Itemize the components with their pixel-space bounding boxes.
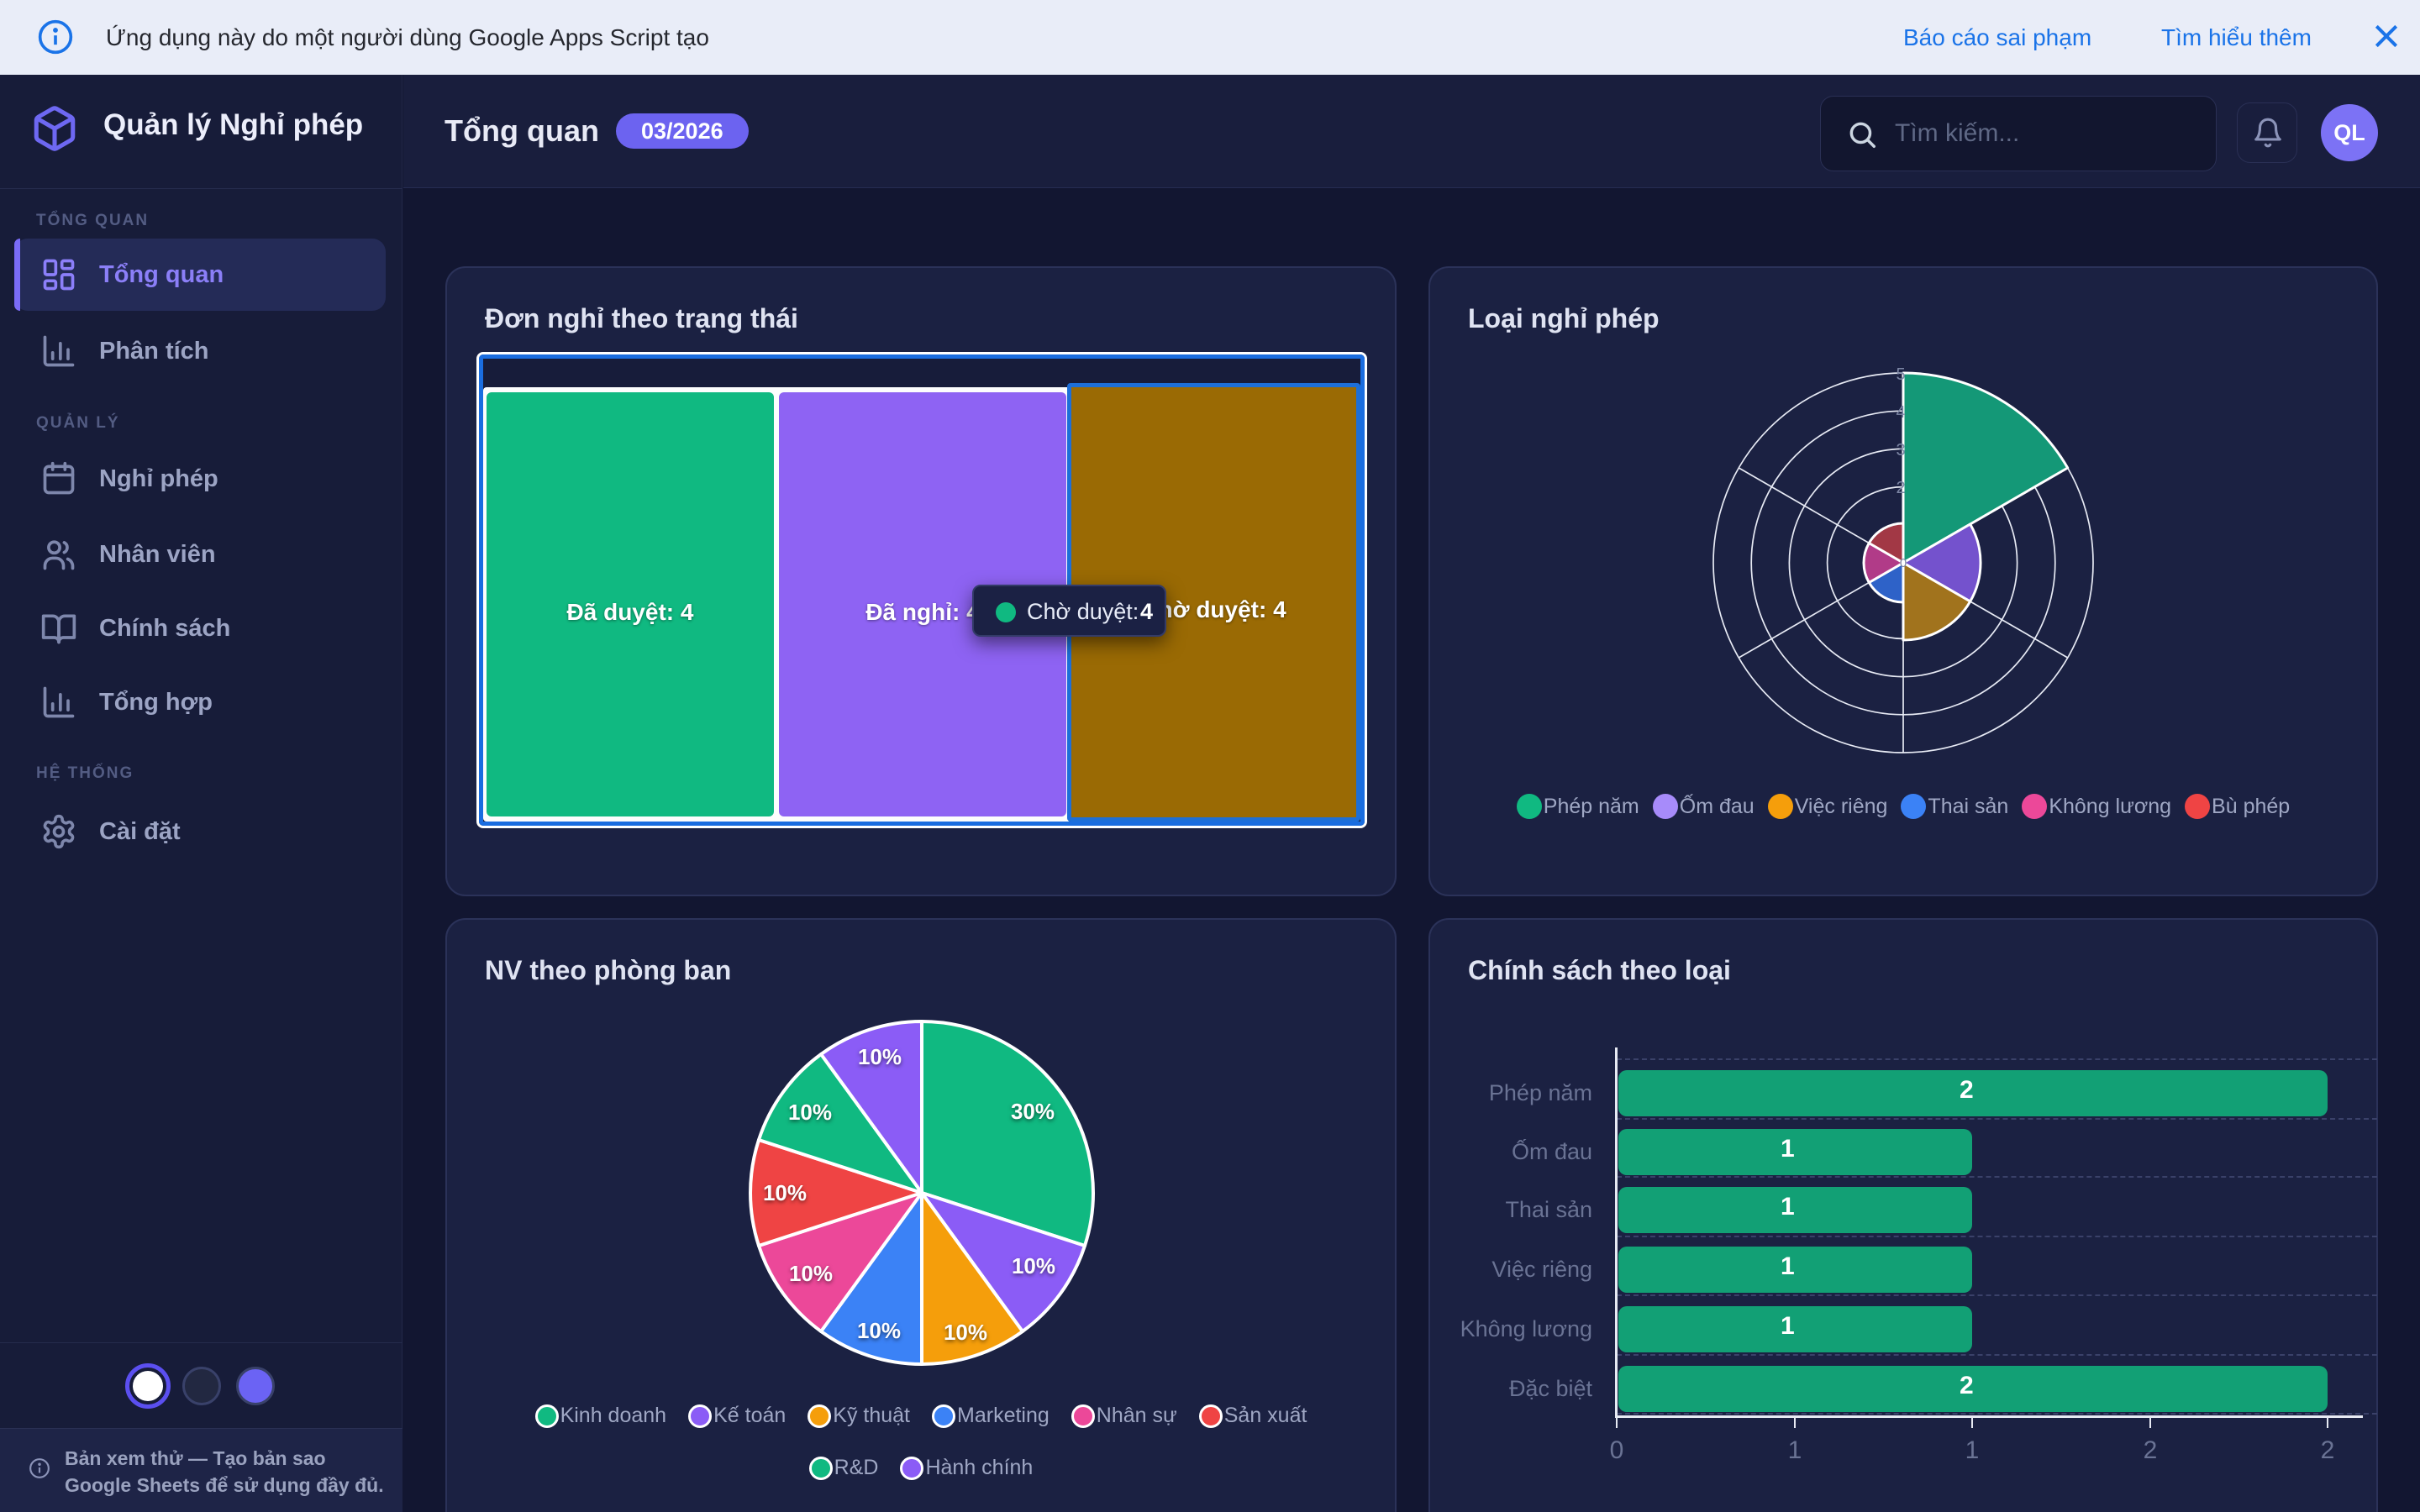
svg-text:0: 0 <box>1900 556 1907 570</box>
svg-text:10%: 10% <box>857 1318 901 1343</box>
svg-text:10%: 10% <box>858 1044 902 1069</box>
svg-text:10%: 10% <box>763 1180 807 1205</box>
svg-text:4: 4 <box>1896 403 1905 422</box>
svg-text:30%: 30% <box>1011 1099 1055 1124</box>
svg-text:10%: 10% <box>788 1100 832 1125</box>
svg-text:10%: 10% <box>789 1261 833 1286</box>
svg-text:10%: 10% <box>944 1320 987 1345</box>
svg-text:5: 5 <box>1896 365 1905 384</box>
svg-text:3: 3 <box>1896 441 1905 459</box>
svg-text:2: 2 <box>1896 479 1905 497</box>
svg-text:10%: 10% <box>1012 1253 1055 1278</box>
